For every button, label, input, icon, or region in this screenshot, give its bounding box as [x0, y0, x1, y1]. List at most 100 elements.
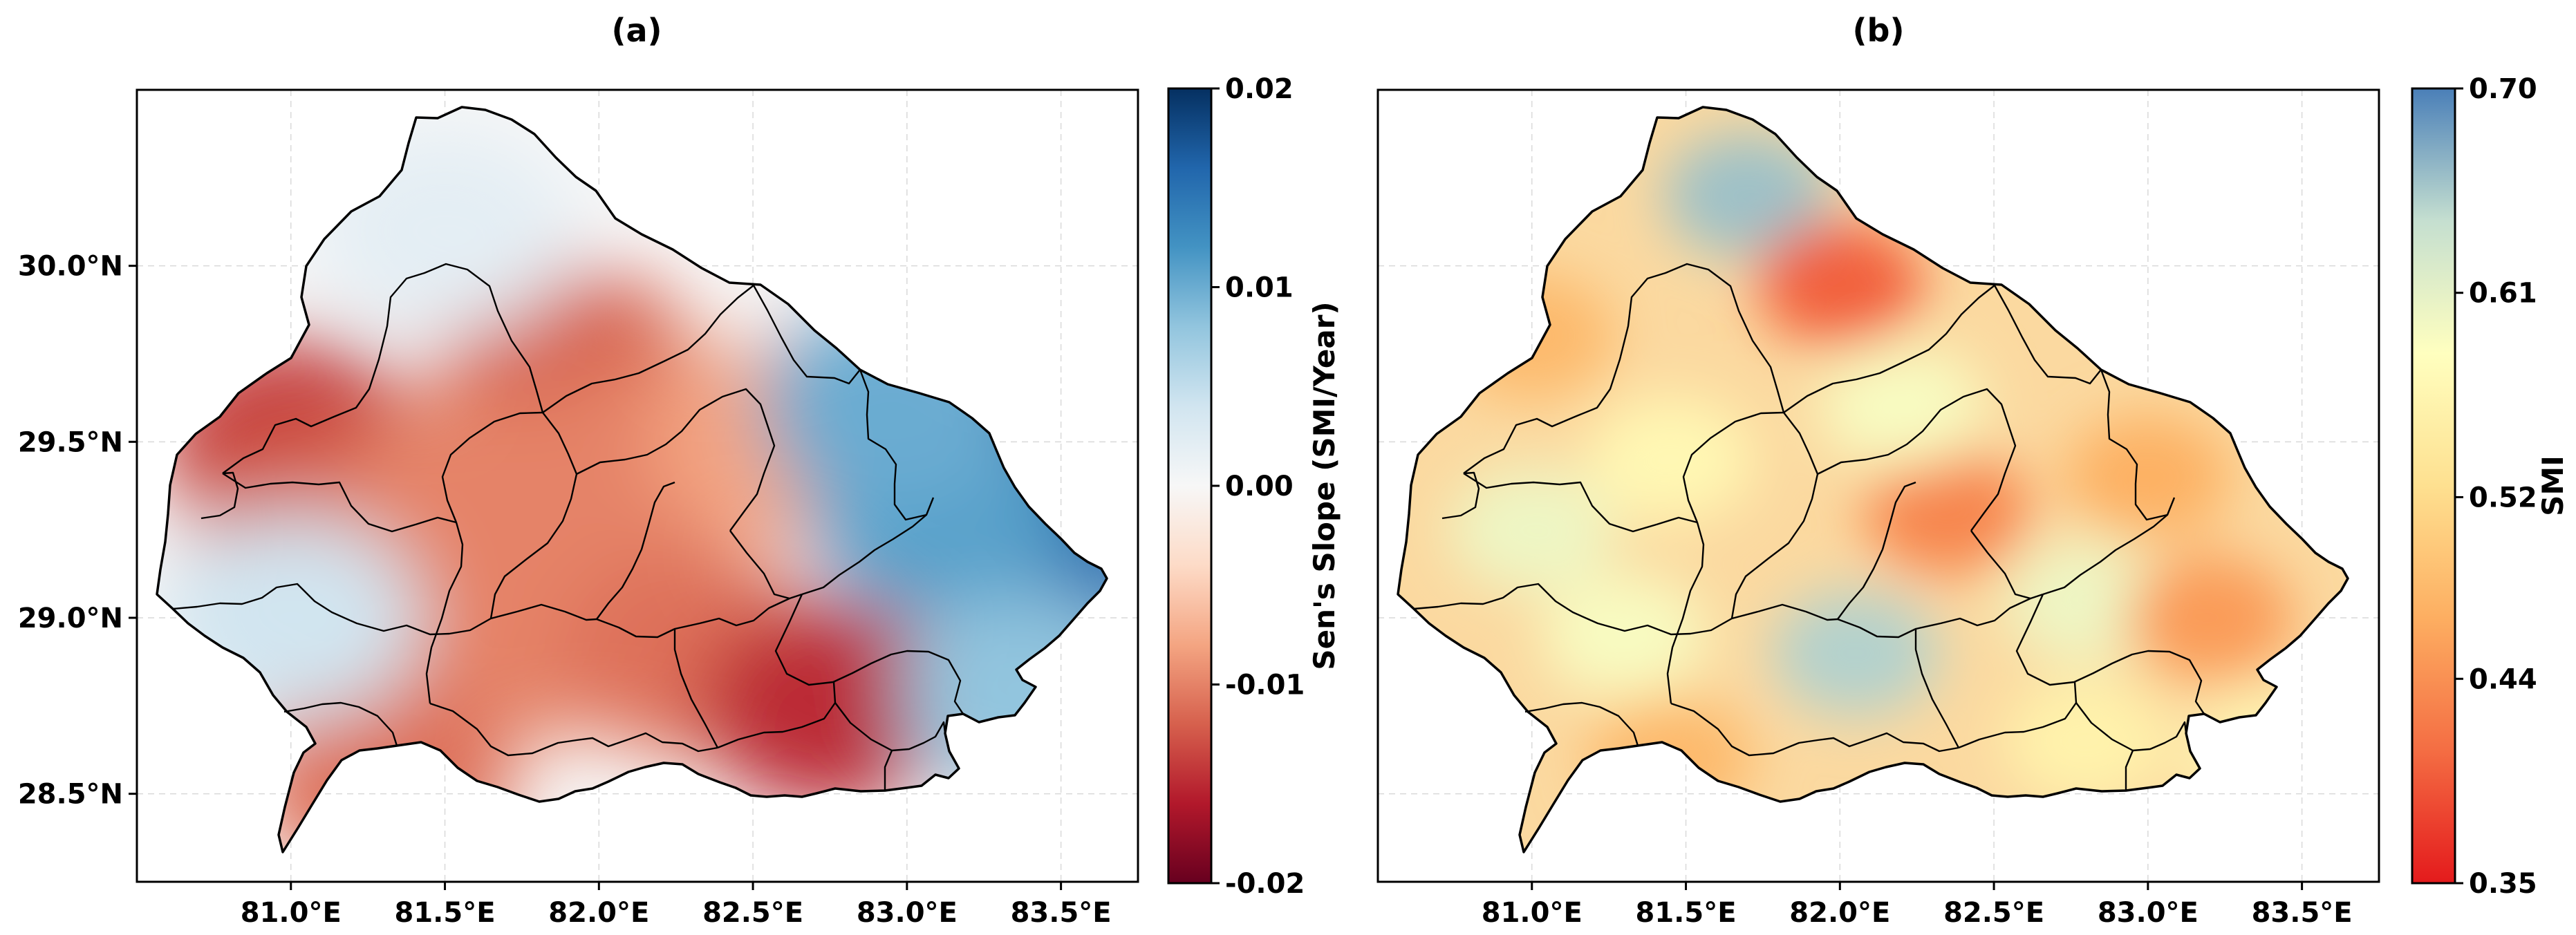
x-tick-label-0: 81.0°E	[1482, 897, 1583, 929]
x-tick-label-1: 81.5°E	[1636, 897, 1737, 929]
district-boundary-15	[717, 681, 837, 749]
panel-b-colorbar: 0.70 0.61 0.52 0.44 0.35 SMI	[2411, 73, 2570, 900]
colorbar-label: Sen's Slope (SMI/Year)	[1307, 301, 1341, 670]
panel-b-heatmap	[1398, 107, 2348, 852]
district-boundary-5	[1682, 411, 1784, 523]
panel-a-colorbar: 0.02 0.01 0.00 -0.01 -0.02 Sen's Slope (SMI/Y…	[1167, 73, 1341, 900]
district-boundary-18	[1524, 701, 1639, 746]
panel-b-axes-frame	[1376, 88, 2380, 883]
heatmap-cell-15	[159, 514, 422, 721]
district-boundary-8	[596, 481, 675, 620]
heatmap-cell-5	[1541, 573, 1708, 698]
district-boundary-1	[1463, 472, 1698, 533]
district-boundary-20	[1413, 583, 1733, 636]
heatmap-cell-0	[1664, 133, 1831, 258]
panel-b-x-axis: 81.0°E 81.5°E 82.0°E 82.5°E 83.0°E 83.5°E	[1482, 882, 2353, 929]
district-boundary-7	[576, 388, 776, 531]
district-boundary-5	[441, 411, 543, 523]
heatmap-cell-16	[313, 126, 577, 334]
district-boundary-10	[596, 593, 803, 639]
district-boundary-22	[2100, 369, 2168, 521]
district-boundary-9	[1731, 603, 1838, 621]
district-boundary-19	[1441, 471, 1480, 520]
district-boundary-0	[222, 263, 544, 474]
panel-a-y-axis: 28.5°N 29.0°N 29.5°N 30.0°N	[18, 251, 137, 811]
district-boundary-22	[859, 369, 927, 521]
district-boundary-17	[2132, 721, 2187, 752]
district-boundary-4	[752, 285, 861, 385]
x-tick-label-5: 83.5°E	[2252, 897, 2353, 929]
colorbar-tick-label-4: -0.02	[1225, 868, 1305, 900]
district-boundary-17	[891, 721, 946, 752]
district-boundary-16	[2075, 702, 2134, 791]
panel-b: (b) 81.0°E 81.5°E 82.0°E 82.5°E 83.0°E 83.5°E…	[1376, 12, 2570, 929]
colorbar-tick-label-2: 0.00	[1225, 471, 1294, 502]
district-boundary-18	[283, 701, 398, 746]
heatmap-cell-12	[1818, 344, 1985, 469]
district-boundary-13	[1670, 702, 1959, 757]
district-boundary-21	[2042, 497, 2176, 596]
district-boundary-12	[2015, 594, 2205, 715]
y-tick-label-3: 30.0°N	[18, 251, 123, 283]
heatmap-cell-1	[1757, 221, 1923, 346]
x-tick-label-0: 81.0°E	[241, 897, 342, 929]
district-boundary-12	[774, 594, 964, 715]
panel-a-title: (a)	[611, 12, 662, 49]
colorbar-tick-label-0: 0.70	[2469, 73, 2537, 105]
x-tick-label-2: 82.0°E	[548, 897, 649, 929]
heatmap-field	[159, 126, 1107, 852]
district-boundary-16	[834, 702, 893, 791]
colorbar-ramp	[2411, 87, 2456, 885]
panel-b-title: (b)	[1853, 12, 1905, 49]
district-boundary-14	[673, 629, 719, 748]
district-boundary-15	[1958, 681, 2078, 749]
heatmap-cell-2	[1865, 450, 2031, 575]
colorbar-tick-label-1: 0.01	[1225, 272, 1294, 304]
district-boundary-3	[542, 285, 754, 413]
district-boundary-2	[1730, 412, 1819, 619]
colorbar-tick-label-4: 0.35	[2469, 868, 2537, 900]
x-tick-label-2: 82.0°E	[1789, 897, 1890, 929]
district-boundary-0	[1463, 263, 1785, 474]
district-boundary-13	[429, 702, 718, 757]
y-tick-label-0: 28.5°N	[18, 779, 123, 811]
colorbar-label: SMI	[2536, 455, 2570, 516]
district-boundary-1	[222, 472, 457, 533]
y-tick-label-1: 29.0°N	[18, 603, 123, 634]
district-boundary-7	[1817, 388, 2017, 531]
colorbar-tick-label-3: 0.44	[2469, 663, 2537, 695]
colorbar-tick-label-3: -0.01	[1225, 670, 1305, 701]
district-boundary-9	[490, 603, 597, 621]
district-boundary-6	[1666, 522, 1705, 704]
panel-b-region-outline	[1397, 106, 2349, 853]
panel-a: (a) 81.0°E 81.5°E 82.0°E 82.5°E 83.0°E 83.5°E…	[18, 12, 1341, 929]
panel-a-axes-frame	[136, 88, 1139, 883]
x-tick-label-1: 81.5°E	[395, 897, 496, 929]
x-tick-label-5: 83.5°E	[1011, 897, 1112, 929]
heatmap-cell-3	[1772, 590, 1939, 715]
x-tick-label-3: 82.5°E	[702, 897, 803, 929]
colorbar-tick-label-0: 0.02	[1225, 73, 1294, 105]
district-boundary-6	[425, 522, 464, 704]
district-boundary-10	[1837, 593, 2044, 639]
district-boundary-14	[1914, 629, 1960, 748]
panel-b-district-boundaries	[1413, 263, 2205, 791]
panel-a-x-axis: 81.0°E 81.5°E 82.0°E 82.5°E 83.0°E 83.5°E	[241, 882, 1112, 929]
district-boundary-19	[200, 471, 239, 520]
district-boundary-3	[1783, 285, 1995, 413]
x-tick-label-4: 83.0°E	[857, 897, 958, 929]
panel-a-district-boundaries	[172, 263, 964, 791]
district-boundary-8	[1837, 481, 1916, 620]
district-boundary-4	[1993, 285, 2102, 385]
panel-a-heatmap	[157, 107, 1107, 852]
heatmap-cell-11	[1587, 397, 1754, 522]
colorbar-tick-label-2: 0.52	[2469, 482, 2537, 513]
colorbar-ramp	[1167, 87, 1213, 885]
district-boundary-2	[489, 412, 578, 619]
x-tick-label-3: 82.5°E	[1943, 897, 2044, 929]
panel-a-region-outline	[156, 106, 1108, 853]
colorbar-tick-label-1: 0.61	[2469, 278, 2537, 310]
heatmap-cell-13	[760, 303, 1023, 511]
heatmap-cell-4	[1448, 467, 1615, 592]
